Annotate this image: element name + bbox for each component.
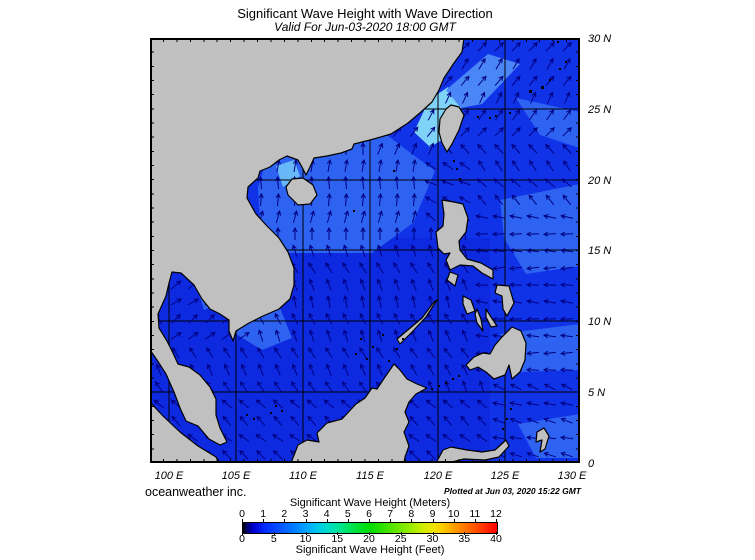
colorbar-tick-mark <box>347 519 349 522</box>
map-canvas <box>150 38 580 463</box>
land-panay <box>462 295 476 315</box>
colorbar-tick-label: 15 <box>331 533 344 545</box>
land-hainan <box>285 177 318 206</box>
lat-label: 0 <box>588 458 595 470</box>
lon-label: 105 E <box>221 470 251 482</box>
lat-label: 10 N <box>588 316 612 328</box>
lat-label: 30 N <box>588 33 612 45</box>
colorbar-tick-mark <box>242 519 243 522</box>
credit-text: oceanweather inc. <box>145 485 247 499</box>
colorbar-tick-label: 30 <box>426 533 439 545</box>
colorbar-tick-label: 1 <box>260 508 267 520</box>
colorbar-tick-label: 11 <box>469 508 481 520</box>
plotted-timestamp: Plotted at Jun 03, 2020 15:22 GMT <box>444 486 581 496</box>
colorbar-tick-label: 20 <box>363 533 375 545</box>
colorbar-tick-mark <box>326 519 328 522</box>
legend-title-feet: Significant Wave Height (Feet) <box>295 544 445 556</box>
lat-label: 5 N <box>588 387 606 399</box>
lon-label: 100 E <box>154 470 184 482</box>
colorbar-tick-mark <box>242 532 243 535</box>
land-mindoro <box>446 271 459 287</box>
colorbar-tick-label: 2 <box>281 508 288 520</box>
page-title: Significant Wave Height with Wave Direct… <box>237 6 493 21</box>
longitude-axis: 100 E 105 E 110 E 115 E 120 E 125 E 130 E <box>0 467 755 483</box>
colorbar-tick-label: 12 <box>490 508 502 520</box>
lat-label: 20 N <box>588 175 612 187</box>
colorbar-tick-label: 10 <box>447 508 460 520</box>
colorbar-tick-label: 0 <box>239 533 245 545</box>
land-halmahera <box>535 427 550 453</box>
land-sumatra <box>150 401 221 463</box>
colorbar-tick-mark <box>474 519 476 522</box>
colorbar-tick-mark <box>390 519 392 522</box>
colorbar-tick-mark <box>432 519 434 522</box>
latitude-axis: 30 N 25 N 20 N 15 N 10 N 5 N 0 <box>586 0 646 560</box>
land-sulawesi <box>435 439 510 463</box>
colorbar-tick-mark <box>273 532 275 535</box>
land-borneo <box>290 363 428 463</box>
lon-label: 125 E <box>490 470 520 482</box>
colorbar-tick-mark <box>337 532 339 535</box>
colorbar-tick-label: 35 <box>458 533 471 545</box>
land-mindanao <box>465 326 527 380</box>
colorbar-tick-label: 5 <box>344 508 351 520</box>
colorbar-tick-label: 0 <box>239 508 245 520</box>
colorbar-tick-mark <box>411 519 413 522</box>
land-negros <box>474 308 484 332</box>
colorbar-tick-mark <box>284 519 286 522</box>
colorbar-tick-mark <box>496 519 497 522</box>
land-cebu <box>485 308 498 328</box>
lat-label: 25 N <box>588 104 612 116</box>
colorbar-tick-mark <box>263 519 265 522</box>
lon-label: 115 E <box>356 470 384 482</box>
colorbar-tick-label: 8 <box>408 508 415 520</box>
wave-height-map <box>150 38 580 463</box>
land-taiwan <box>438 104 465 153</box>
colorbar-tick-mark <box>496 532 497 535</box>
land-samar-leyte <box>494 284 515 317</box>
lon-label: 110 E <box>289 470 317 482</box>
land-luzon <box>435 199 494 280</box>
colorbar-tick-label: 3 <box>302 508 309 520</box>
colorbar-tick-label: 4 <box>323 508 330 520</box>
colorbar-tick-label: 5 <box>270 533 277 545</box>
colorbar-tick-mark <box>369 532 370 535</box>
legend-meters-ticks: 0 1 2 3 4 5 6 7 8 9 10 11 12 <box>239 508 502 522</box>
colorbar-tick-mark <box>432 532 434 535</box>
colorbar-tick-label: 25 <box>394 533 407 545</box>
colorbar-tick-label: 6 <box>366 508 372 520</box>
colorbar-tick-label: 7 <box>387 508 394 520</box>
map-border <box>150 38 580 463</box>
legend-title-meters: Significant Wave Height (Meters) <box>289 497 451 509</box>
colorbar-tick-mark <box>369 519 370 522</box>
colorbar-tick-mark <box>453 519 455 522</box>
lat-label: 15 N <box>588 245 612 257</box>
colorbar-tick-label: 9 <box>429 508 436 520</box>
colorbar-tick-mark <box>400 532 402 535</box>
colorbar-tick-mark <box>305 532 307 535</box>
colorbar <box>242 522 498 534</box>
colorbar-tick-mark <box>464 532 466 535</box>
lon-label: 130 E <box>557 470 587 482</box>
colorbar-tick-label: 10 <box>299 533 312 545</box>
land-asia-mainland <box>150 38 465 446</box>
lon-label: 120 E <box>423 470 453 482</box>
colorbar-tick-label: 40 <box>490 533 502 545</box>
landmass-layer <box>150 38 550 463</box>
valid-time-subtitle: Valid For Jun-03-2020 18:00 GMT <box>274 20 456 34</box>
legend-feet-ticks: 0 5 10 15 20 25 30 35 40 <box>239 532 502 546</box>
colorbar-tick-mark <box>305 519 307 522</box>
